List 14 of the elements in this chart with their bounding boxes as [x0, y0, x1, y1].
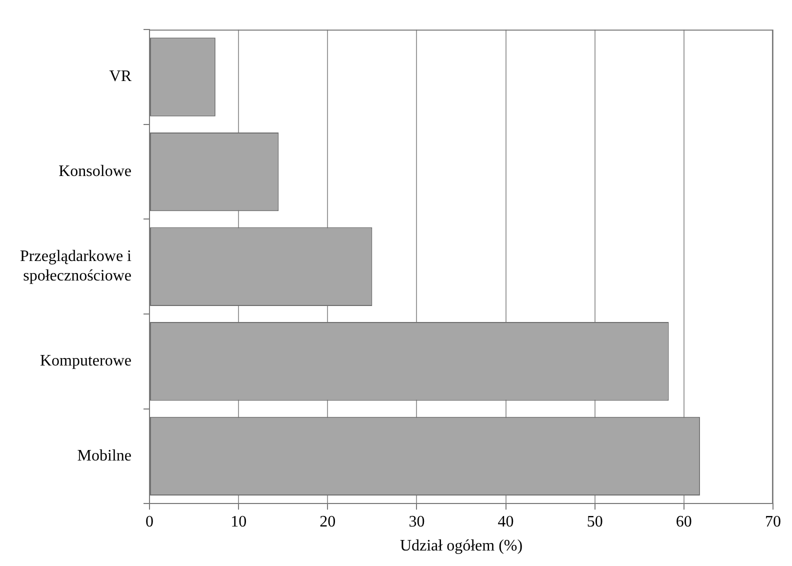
y-tick-label: Konsolowe: [58, 163, 132, 180]
x-tick-label: 30: [408, 513, 425, 530]
x-axis-title: Udział ogółem (%): [400, 538, 523, 555]
x-tick-label: 40: [498, 513, 514, 530]
x-tick-label: 10: [230, 513, 247, 530]
y-tick-label: Komputerowe: [40, 352, 132, 370]
x-tick-label: 20: [320, 513, 336, 530]
y-tick-label: VR: [109, 68, 132, 86]
x-tick-label: 50: [586, 513, 603, 530]
x-tick-label: 0: [146, 513, 154, 530]
y-tick-label: Mobilne: [77, 447, 132, 464]
x-tick-label: 70: [765, 513, 781, 530]
y-tick-label: Przeglądarkowe i społecznościowe: [20, 248, 132, 284]
x-tick-label: 60: [676, 513, 692, 530]
